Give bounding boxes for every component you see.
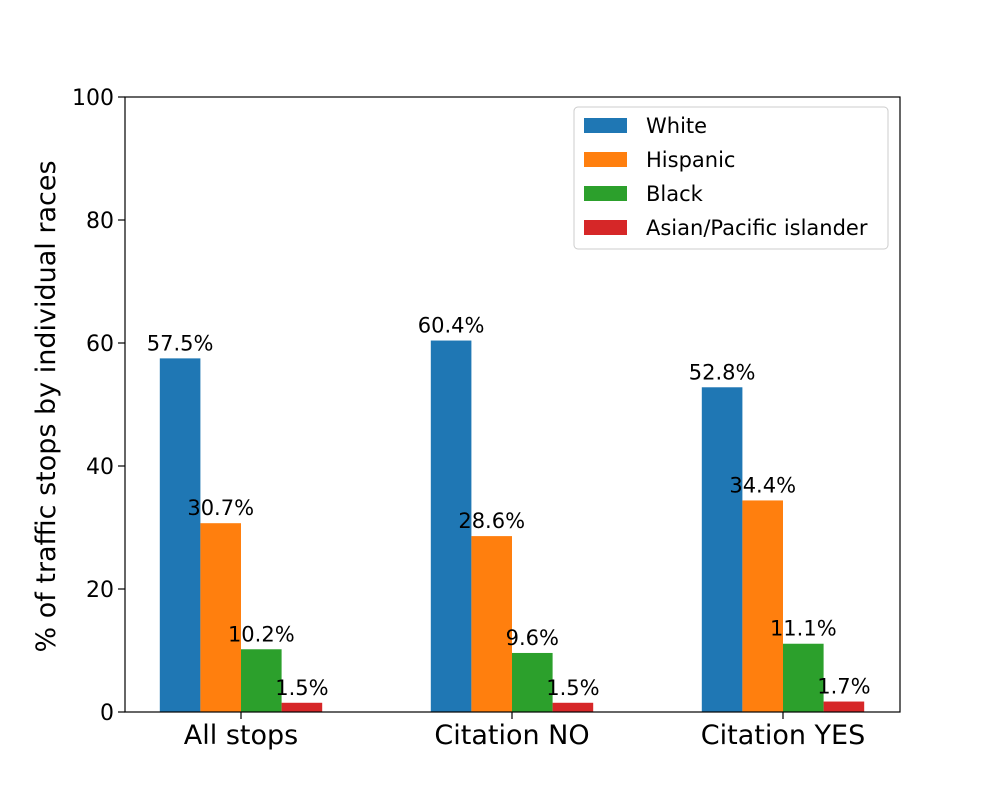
legend-swatch — [584, 152, 627, 167]
data-label: 30.7% — [187, 496, 254, 520]
data-label: 9.6% — [506, 626, 559, 650]
y-axis-title: % of traffic stops by individual races — [31, 160, 62, 652]
y-tick-label: 60 — [86, 332, 114, 357]
y-tick-label: 20 — [86, 578, 114, 603]
data-label: 34.4% — [729, 473, 796, 497]
x-axis: All stops Citation NO Citation YES — [184, 712, 865, 751]
bar-white — [701, 387, 743, 712]
y-tick-label: 80 — [86, 209, 114, 234]
legend: White Hispanic Black Asian/Pacific islander — [573, 106, 889, 250]
legend-label: Hispanic — [646, 148, 735, 172]
plot-frame — [124, 96, 901, 713]
legend-swatch — [584, 118, 627, 133]
y-axis: 0 20 40 60 80 100 — [72, 86, 125, 726]
data-label: 60.4% — [418, 314, 485, 338]
bar-black — [512, 652, 553, 712]
bar-asian-pacific-islander — [823, 701, 865, 712]
data-label: 52.8% — [689, 360, 756, 384]
data-labels-group: 57.5% 30.7% 10.2% 1.5% 60.4% 28.6% 9.6% 1.5% 52.… — [147, 314, 871, 700]
legend-box — [573, 106, 889, 250]
data-label: 28.6% — [458, 509, 525, 533]
x-tick-label: Citation NO — [434, 720, 589, 751]
bar-hispanic — [742, 500, 783, 712]
y-tick-label: 0 — [100, 701, 114, 726]
x-tick-label: All stops — [184, 720, 298, 751]
data-label: 1.7% — [817, 675, 870, 699]
bar-hispanic — [200, 523, 241, 712]
legend-label: Asian/Pacific islander — [646, 216, 868, 240]
bars-group — [159, 340, 865, 712]
bar-black — [241, 649, 282, 712]
bar-white — [430, 340, 472, 712]
bar-black — [783, 643, 824, 712]
bar-white — [159, 358, 201, 712]
data-label: 1.5% — [275, 676, 328, 700]
legend-label: White — [646, 114, 707, 138]
data-label: 10.2% — [228, 622, 295, 646]
bar-asian-pacific-islander — [281, 702, 323, 712]
legend-swatch — [584, 220, 627, 235]
x-tick-label: Citation YES — [701, 720, 865, 751]
legend-swatch — [584, 186, 627, 201]
bar-hispanic — [471, 536, 512, 712]
y-tick-label: 40 — [86, 455, 114, 480]
data-label: 57.5% — [147, 331, 214, 355]
legend-label: Black — [646, 182, 704, 206]
data-label: 11.1% — [770, 617, 837, 641]
bar-asian-pacific-islander — [552, 702, 594, 712]
y-tick-label: 100 — [72, 86, 114, 111]
data-label: 1.5% — [546, 676, 599, 700]
